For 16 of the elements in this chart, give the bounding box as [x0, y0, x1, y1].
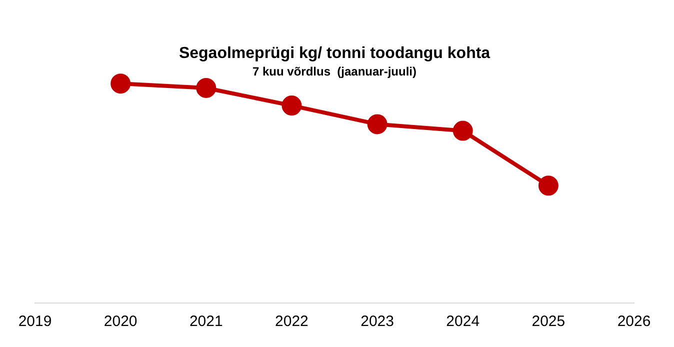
x-tick-label: 2024 [446, 313, 480, 330]
x-tick-label: 2021 [189, 313, 223, 330]
x-tick-label: 2022 [275, 313, 308, 330]
point [538, 176, 558, 196]
x-tick-label: 2025 [532, 313, 566, 330]
x-tick-label: 2026 [617, 313, 651, 330]
chart-title: Segaolmeprügi kg/ tonni toodangu kohta [178, 45, 490, 62]
x-tick-label: 2019 [18, 313, 52, 330]
x-tick-label: 2023 [360, 313, 394, 330]
point [367, 114, 388, 134]
point [452, 120, 473, 141]
point [196, 78, 216, 98]
point [110, 74, 131, 94]
point [282, 96, 302, 116]
x-tick-label: 2020 [104, 313, 138, 330]
chart-subtitle: 7 kuu võrdlus (jaanuar-juuli) [252, 64, 417, 79]
